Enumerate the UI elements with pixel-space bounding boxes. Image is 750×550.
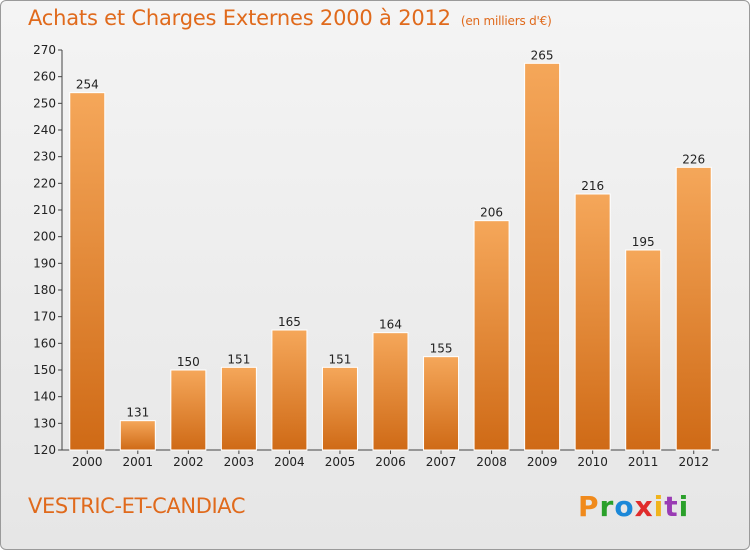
bar-value-label: 206 [480,206,503,220]
bar [271,329,308,451]
bar [69,92,106,451]
x-tick-label: 2003 [224,455,255,469]
x-tick-label: 2006 [375,455,406,469]
bar-value-label: 150 [177,355,200,369]
bar [119,420,156,451]
y-tick-label: 200 [33,230,56,244]
x-tick-label: 2007 [426,455,457,469]
commune-name: VESTRIC-ET-CANDIAC [28,494,246,518]
bar-value-label: 226 [682,152,705,166]
bar-value-label: 155 [430,342,453,356]
logo-letter: o [614,490,635,523]
bar-value-label: 131 [126,406,149,420]
bar-value-label: 151 [329,352,352,366]
y-tick-label: 160 [33,336,56,350]
logo-letter: i [678,490,690,523]
bar-value-label: 195 [632,235,655,249]
x-tick-label: 2001 [123,455,154,469]
bar [372,332,409,451]
bar [321,366,358,451]
bar-value-label: 151 [227,352,250,366]
y-tick-label: 140 [33,390,56,404]
bar [473,220,510,451]
x-tick-label: 2000 [72,455,103,469]
y-tick-label: 180 [33,283,56,297]
bar [423,356,460,451]
y-tick-label: 240 [33,123,56,137]
y-tick-label: 150 [33,363,56,377]
logo-letter: P [578,490,600,523]
bar [524,62,561,451]
x-tick-label: 2002 [173,455,204,469]
bar-value-label: 165 [278,315,301,329]
y-tick-label: 120 [33,443,56,457]
bars: 254 131 150 151 165 151 164 155 206 265 216 195 226 [69,48,712,451]
y-tick-label: 210 [33,203,56,217]
bar-value-label: 216 [581,179,604,193]
x-tick-label: 2011 [628,455,659,469]
bar [220,366,257,451]
proxiti-logo: Proxiti [578,490,689,523]
chart-title-text: Achats et Charges Externes 2000 à 2012 [28,6,451,30]
y-tick-label: 250 [33,96,56,110]
y-tick-label: 230 [33,150,56,164]
x-tick-label: 2004 [274,455,305,469]
x-tick-label: 2009 [527,455,558,469]
x-tick-label: 2008 [476,455,507,469]
bar [675,166,712,451]
chart-subtitle: (en milliers d'€) [460,14,552,28]
y-tick-label: 270 [33,43,56,57]
x-tick-label: 2012 [678,455,709,469]
x-tick-label: 2005 [325,455,356,469]
bar [625,249,662,451]
logo-letter: i [653,490,665,523]
bar-value-label: 265 [531,48,554,62]
y-tick-label: 170 [33,310,56,324]
logo-letter: x [634,490,654,523]
bar-value-label: 164 [379,318,402,332]
y-tick-label: 130 [33,416,56,430]
y-tick-label: 260 [33,70,56,84]
y-tick-label: 220 [33,176,56,190]
bar-value-label: 254 [76,78,99,92]
bar [170,369,207,451]
logo-letter: t [664,490,679,523]
chart-title: Achats et Charges Externes 2000 à 2012 (e… [28,6,552,30]
x-tick-label: 2010 [577,455,608,469]
bar [574,193,611,451]
y-tick-label: 190 [33,256,56,270]
logo-letter: r [599,490,615,523]
